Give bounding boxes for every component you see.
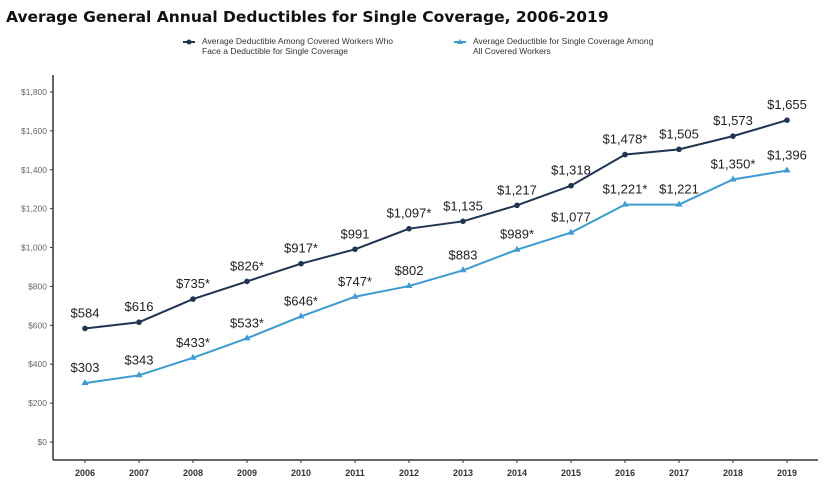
data-point (135, 371, 143, 378)
data-point (729, 175, 737, 182)
data-label: $303 (71, 360, 100, 375)
data-point (351, 292, 359, 299)
data-point (136, 319, 142, 326)
data-label: $989* (500, 227, 534, 242)
x-tick-label: 2019 (777, 468, 797, 478)
x-tick-label: 2011 (345, 468, 365, 478)
y-tick-label: $1,600 (21, 126, 47, 136)
x-tick-label: 2010 (291, 468, 311, 478)
x-tick-label: 2015 (561, 468, 581, 478)
data-point (513, 245, 521, 252)
data-label: $917* (284, 241, 318, 256)
legend-item: Average Deductible Among Covered Workers… (183, 36, 393, 56)
data-label: $584 (71, 305, 100, 320)
x-tick-label: 2012 (399, 468, 419, 478)
series-1: $584 $616 $735* $826* $917* $991 $1,097* $1,135… (71, 97, 807, 332)
data-point (783, 166, 791, 173)
axes: $0 $200 $400 $600 $800 $1,000 $1,200 $1,400 $1,6… (21, 75, 818, 478)
data-label: $991 (341, 226, 370, 241)
y-tick-label: $1,000 (21, 243, 47, 253)
data-point (298, 260, 304, 267)
series-group: $584 $616 $735* $826* $917* $991 $1,097* $1,135… (71, 97, 807, 386)
x-tick-label: 2007 (129, 468, 149, 478)
data-label: $1,217 (497, 182, 537, 197)
data-point (244, 278, 250, 285)
data-label: $1,505 (659, 126, 699, 141)
data-point (784, 117, 790, 123)
data-label: $1,221* (603, 182, 648, 197)
data-label: $433* (176, 335, 210, 350)
data-point (297, 312, 305, 319)
y-tick-label: $1,400 (21, 165, 47, 175)
data-point (514, 202, 520, 209)
data-label: $1,097* (387, 206, 432, 221)
data-point (567, 228, 575, 235)
data-point (622, 151, 628, 158)
legend-label: Average Deductible for Single Coverage A… (473, 36, 654, 46)
legend-item: Average Deductible for Single Coverage A… (454, 36, 654, 56)
data-point (459, 266, 467, 273)
data-label: $883 (449, 247, 478, 262)
data-point (730, 133, 736, 139)
data-point (676, 146, 682, 153)
x-tick-label: 2006 (75, 468, 95, 478)
data-point (189, 353, 197, 360)
data-label: $1,350* (711, 157, 756, 172)
legend: Average Deductible Among Covered Workers… (183, 36, 654, 56)
data-point (568, 182, 574, 189)
data-label: $735* (176, 276, 210, 291)
legend-label: Average Deductible Among Covered Workers… (202, 36, 393, 46)
x-tick-label: 2016 (615, 468, 635, 478)
series-line (84, 119, 788, 330)
data-label: $1,655 (767, 97, 807, 112)
data-point (621, 200, 629, 207)
data-label: $1,478* (603, 132, 648, 147)
data-label: $747* (338, 274, 372, 289)
chart-title: Average General Annual Deductibles for S… (6, 8, 609, 26)
x-tick-label: 2014 (507, 468, 527, 478)
x-tick-label: 2017 (669, 468, 689, 478)
legend-marker (457, 39, 463, 44)
y-tick-label: $600 (28, 320, 47, 330)
data-point (82, 325, 88, 332)
data-label: $1,221 (659, 182, 699, 197)
data-label: $802 (395, 263, 424, 278)
data-label: $533* (230, 315, 264, 330)
series-2: $303 $343 $433* $533* $646* $747* $802 $883 $989… (71, 148, 807, 386)
data-point (460, 218, 466, 225)
x-tick-label: 2009 (237, 468, 257, 478)
data-label: $616 (125, 299, 154, 314)
data-label: $1,573 (713, 113, 753, 128)
data-point (675, 200, 683, 207)
data-point (406, 225, 412, 232)
y-tick-label: $400 (28, 359, 47, 369)
data-label: $1,318 (551, 163, 591, 178)
data-point (243, 334, 251, 341)
data-label: $1,077 (551, 210, 591, 225)
data-label: $1,396 (767, 148, 807, 163)
y-tick-label: $1,200 (21, 204, 47, 214)
legend-label: All Covered Workers (473, 46, 551, 56)
data-label: $343 (125, 352, 154, 367)
x-tick-label: 2018 (723, 468, 743, 478)
data-point (352, 246, 358, 253)
legend-marker (186, 39, 192, 45)
x-tick-label: 2008 (183, 468, 203, 478)
data-label: $1,135 (443, 198, 483, 213)
y-tick-label: $1,800 (21, 87, 47, 97)
data-label: $826* (230, 258, 264, 273)
y-tick-label: $800 (28, 281, 47, 291)
y-tick-label: $200 (28, 398, 47, 408)
y-tick-label: $0 (38, 437, 48, 447)
data-point (190, 296, 196, 302)
data-label: $646* (284, 293, 318, 308)
data-point (81, 379, 89, 386)
series-line (84, 169, 788, 385)
data-point (405, 282, 413, 289)
x-tick-label: 2013 (453, 468, 473, 478)
legend-label: Face a Deductible for Single Coverage (202, 46, 348, 56)
